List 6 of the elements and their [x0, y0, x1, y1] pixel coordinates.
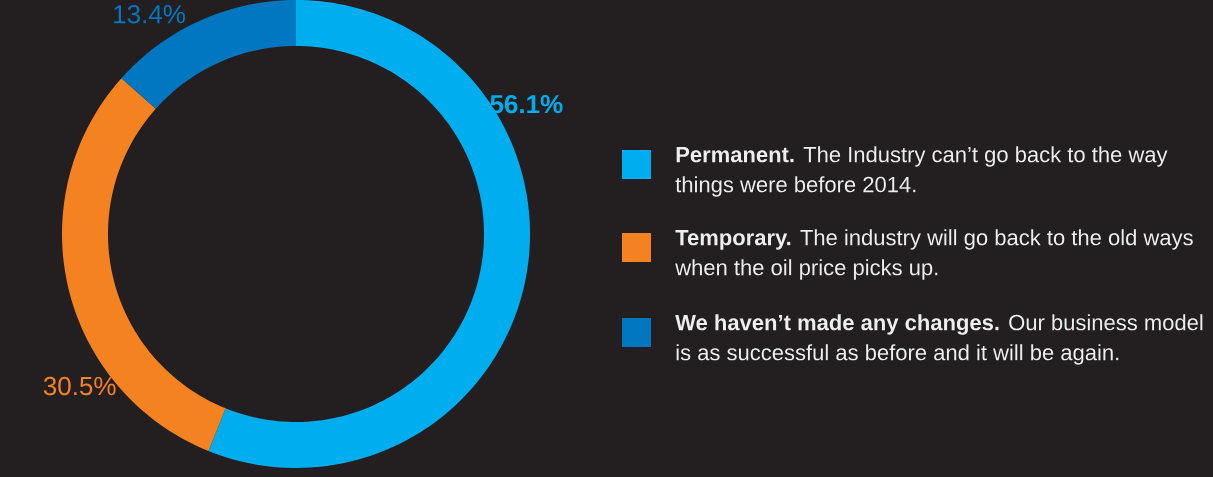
legend-label: Temporary. The industry will go back to the old ways when the oil price picks up.: [675, 229, 1193, 280]
data-label: 13.4%: [114, 4, 185, 24]
legend-label: Permanent. The Industry can’t go back to the way things were before 2014.: [675, 146, 1168, 197]
legend-label: We haven’t made any changes. Our business model is as successful as before and it will be again.: [675, 314, 1203, 365]
data-label: 56.1%: [490, 94, 563, 114]
data-label: 30.5%: [43, 376, 116, 396]
